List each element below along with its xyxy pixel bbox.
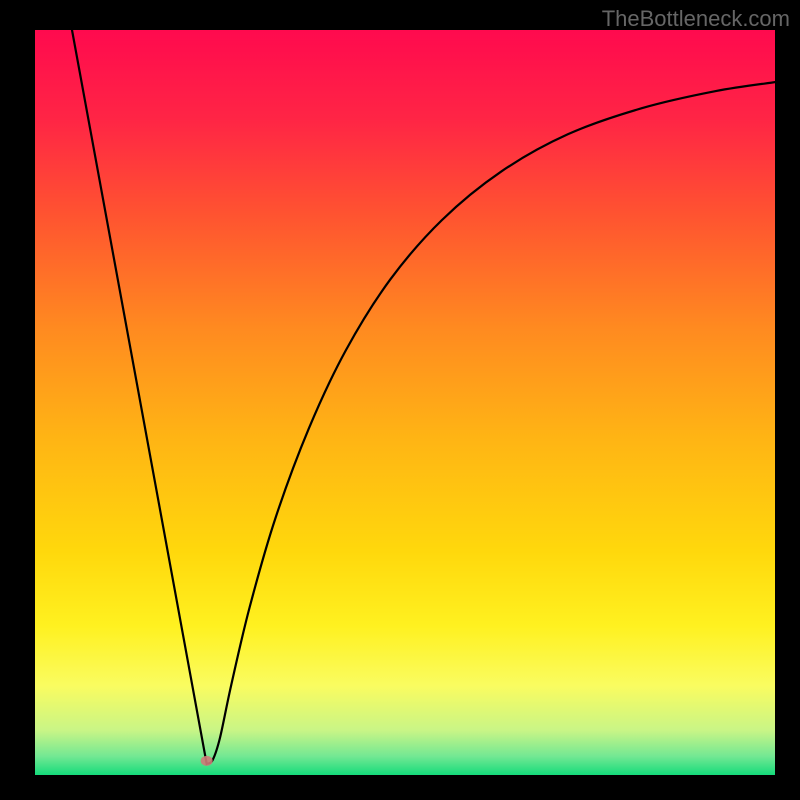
watermark-text: TheBottleneck.com xyxy=(602,6,790,32)
plot-area xyxy=(35,30,775,775)
chart-container: TheBottleneck.com xyxy=(0,0,800,800)
gradient-background xyxy=(35,30,775,775)
min-marker xyxy=(201,756,213,766)
